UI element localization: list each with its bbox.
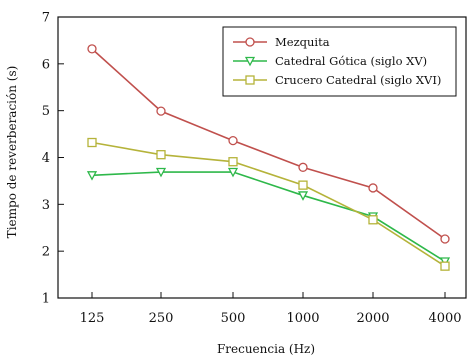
y-tick-label: 5 (42, 104, 50, 119)
data-point (298, 180, 308, 190)
x-tick-label: 1000 (286, 311, 319, 326)
legend-swatch-marker (245, 75, 255, 85)
data-point (86, 171, 98, 181)
data-point (368, 183, 378, 193)
y-tick-label: 2 (42, 245, 50, 260)
data-point (156, 106, 166, 116)
legend-swatch-marker (244, 56, 256, 67)
data-point (368, 215, 378, 225)
data-point (227, 167, 239, 178)
axes: 1 2 3 4 5 6 7 125 250 500 1000 2000 4000 (42, 11, 467, 326)
series-line (91, 141, 446, 267)
legend: Mezquita Catedral Gótica (siglo XV) Crucer… (222, 26, 457, 97)
x-tick-label: 500 (221, 311, 246, 326)
legend-swatch-marker (245, 37, 255, 47)
x-tick-label: 125 (80, 311, 105, 326)
data-point (228, 135, 238, 146)
data-point (297, 191, 309, 201)
legend-entry: Catedral Gótica (siglo XV) (233, 54, 427, 68)
y-tick-label: 1 (42, 292, 50, 307)
legend-entry: Crucero Catedral (siglo XVI) (233, 73, 441, 87)
legend-label: Crucero Catedral (siglo XVI) (275, 73, 441, 87)
data-point (155, 167, 167, 178)
data-point (228, 157, 238, 167)
series-layer (86, 44, 451, 271)
data-point (87, 44, 97, 54)
series-line (91, 48, 446, 240)
y-axis-title: Tiempo de reverberación (s) (5, 66, 19, 239)
data-point (298, 162, 308, 172)
legend-entry: Mezquita (233, 35, 330, 49)
data-point (440, 261, 450, 271)
y-tick-label: 7 (42, 11, 50, 26)
series-3 (87, 137, 450, 271)
x-tick-label: 4000 (428, 311, 461, 326)
y-tick-label: 3 (42, 198, 50, 213)
legend-label: Mezquita (275, 35, 330, 49)
series-2 (86, 167, 451, 267)
series-1 (87, 44, 450, 244)
y-tick-label: 4 (42, 151, 50, 166)
legend-label: Catedral Gótica (siglo XV) (275, 54, 427, 68)
y-tick-label: 6 (42, 57, 50, 72)
x-tick-label: 250 (149, 311, 174, 326)
series-line (91, 171, 446, 263)
x-axis-title: Frecuencia (Hz) (217, 342, 315, 356)
data-point (156, 150, 166, 160)
x-tick-label: 2000 (356, 311, 389, 326)
data-point (87, 137, 97, 148)
data-point (440, 234, 450, 244)
